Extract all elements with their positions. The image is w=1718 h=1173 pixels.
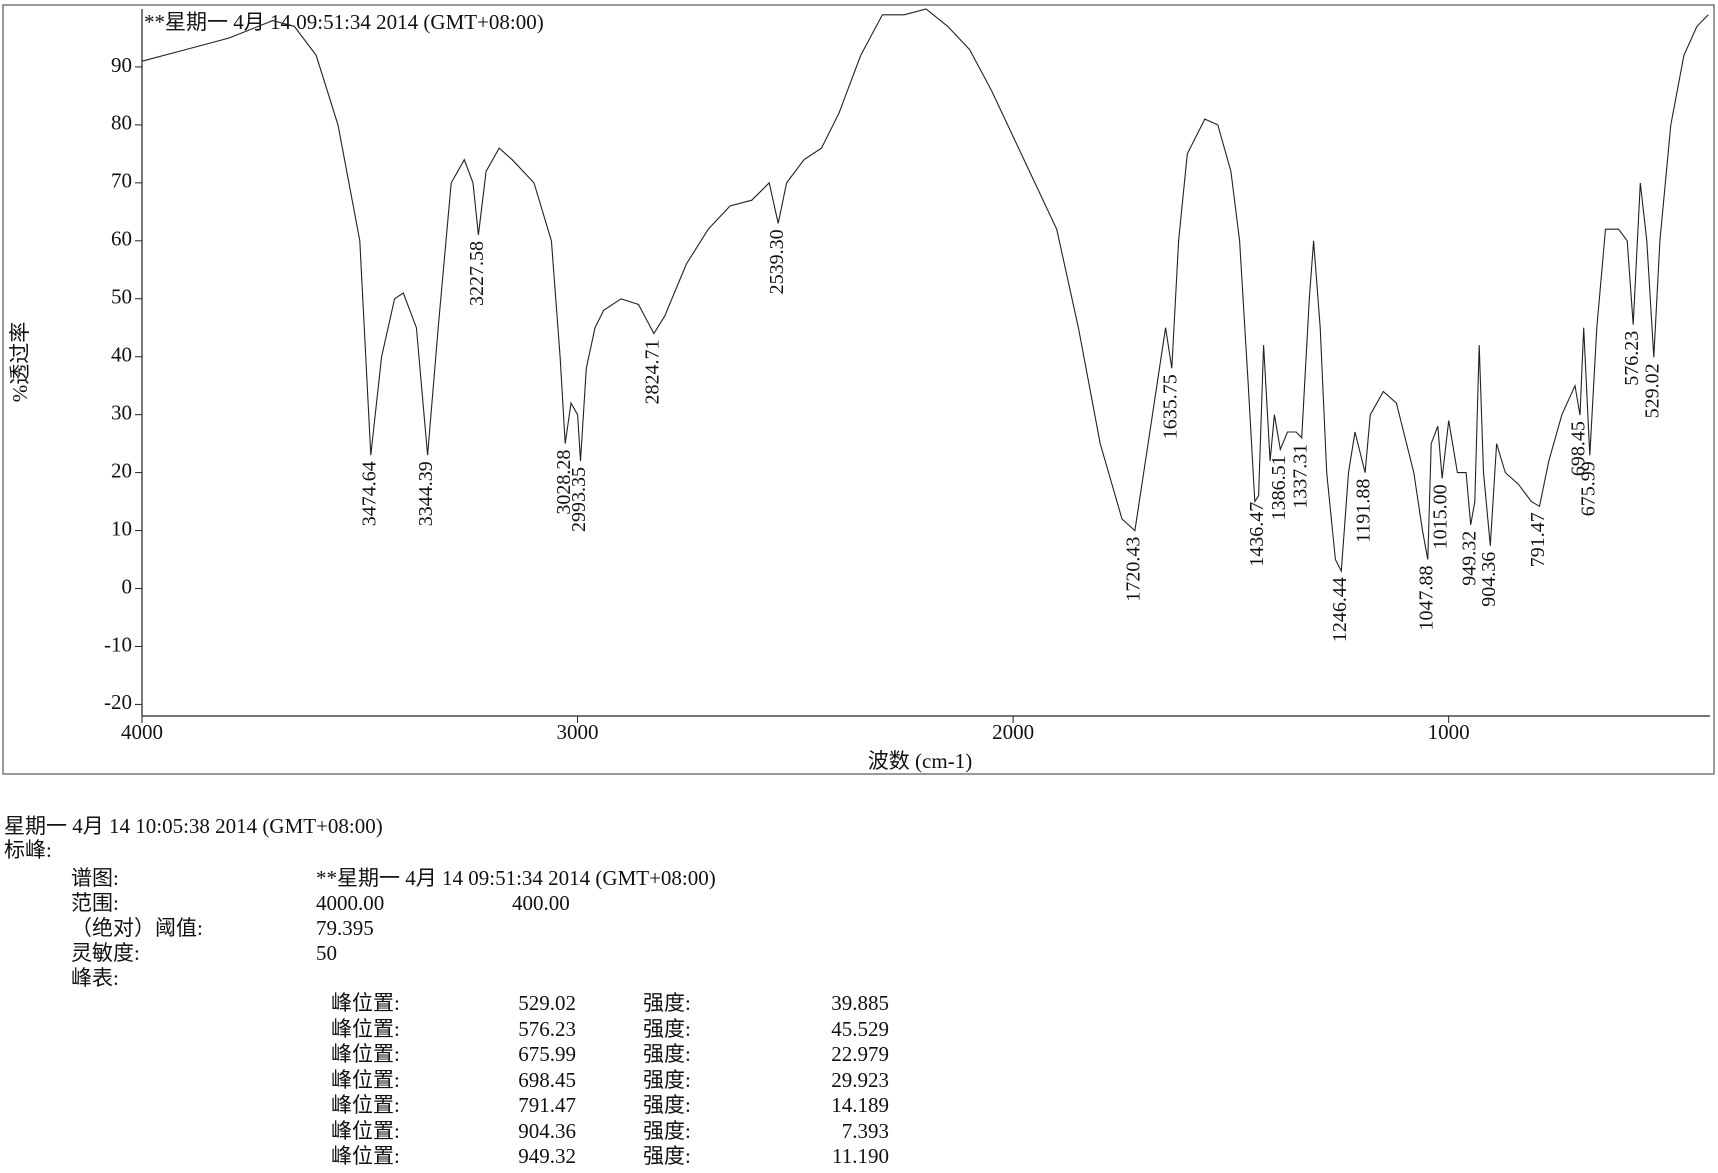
peak-label: 3474.64: [358, 461, 380, 526]
peak-label: 3344.39: [415, 461, 437, 526]
x-tick-label: 1000: [1428, 720, 1470, 744]
intensity-label: 强度:: [643, 1121, 691, 1142]
field-value: 4000.00: [316, 893, 384, 914]
y-tick-label: 50: [111, 285, 132, 309]
intensity-label: 强度:: [643, 1044, 691, 1065]
y-tick-label: 40: [111, 343, 132, 367]
x-tick-label: 3000: [557, 720, 599, 744]
intensity: 11.190: [689, 1146, 889, 1167]
peak-label: 3227.58: [466, 241, 488, 306]
peak-label: 791.47: [1527, 512, 1549, 567]
field-label: 范围:: [71, 893, 119, 914]
y-tick-label: 80: [111, 111, 132, 135]
y-axis-label: %透过率: [8, 322, 32, 403]
intensity-label: 强度:: [643, 1095, 691, 1116]
y-tick-label: 30: [111, 400, 132, 424]
chart-title: **星期一 4月 14 09:51:34 2014 (GMT+08:00): [144, 10, 544, 34]
peak-label: 529.02: [1641, 363, 1663, 418]
peak-label: 1191.88: [1353, 479, 1375, 543]
intensity-label: 强度:: [643, 1019, 691, 1040]
header: 星期一 4月 14 10:05:38 2014 (GMT+08:00): [4, 816, 383, 837]
y-tick-label: 60: [111, 227, 132, 251]
peak-position: 949.32: [376, 1146, 576, 1167]
peak-label: 1436.47: [1246, 502, 1268, 567]
field-label: 峰表:: [71, 968, 119, 989]
intensity: 22.979: [689, 1044, 889, 1065]
field-value: 400.00: [512, 893, 570, 914]
peak-label: 1337.31: [1289, 444, 1311, 509]
intensity: 39.885: [689, 993, 889, 1014]
peak-label: 2539.30: [766, 229, 788, 294]
peak-label: 675.99: [1577, 461, 1599, 516]
field-label: 灵敏度:: [71, 943, 140, 964]
y-tick-label: -10: [104, 632, 132, 656]
y-tick-label: 20: [111, 458, 132, 482]
field-value: 50: [316, 943, 337, 964]
page: {"chart_data":{"type":"line","title":"**…: [0, 0, 1718, 1173]
intensity: 45.529: [689, 1019, 889, 1040]
field-label: 谱图:: [71, 868, 119, 889]
x-tick-label: 4000: [121, 720, 163, 744]
peak-position: 904.36: [376, 1121, 576, 1142]
intensity: 29.923: [689, 1070, 889, 1091]
peak-label: 1047.88: [1415, 566, 1437, 631]
peak-label: 1386.51: [1268, 455, 1290, 520]
y-tick-label: -20: [104, 690, 132, 714]
peak-position: 698.45: [376, 1070, 576, 1091]
peak-label: 2824.71: [641, 340, 663, 405]
x-axis-label: 波数 (cm-1): [868, 749, 972, 773]
peak-label: 904.36: [1478, 552, 1500, 607]
y-tick-label: 90: [111, 53, 132, 77]
intensity-label: 强度:: [643, 1146, 691, 1167]
peak-label: 576.23: [1621, 331, 1643, 386]
y-tick-label: 10: [111, 516, 132, 540]
field-value: 79.395: [316, 918, 374, 939]
peak-label: 1246.44: [1329, 577, 1351, 642]
chart: **星期一 4月 14 09:51:34 2014 (GMT+08:00) 波数…: [0, 0, 1718, 780]
peak-position: 576.23: [376, 1019, 576, 1040]
intensity-label: 强度:: [643, 993, 691, 1014]
y-tick-label: 70: [111, 169, 132, 193]
peak-position: 791.47: [376, 1095, 576, 1116]
field-label: （绝对）阈值:: [71, 918, 203, 939]
intensity: 7.393: [689, 1121, 889, 1142]
peak-label: 1015.00: [1430, 484, 1452, 549]
peak-position: 675.99: [376, 1044, 576, 1065]
peak-label: 1635.75: [1159, 374, 1181, 439]
peak-label: 2993.35: [568, 467, 590, 532]
peak-label: 1720.43: [1122, 537, 1144, 602]
peak-position: 529.02: [376, 993, 576, 1014]
x-tick-label: 2000: [992, 720, 1034, 744]
section-title: 标峰:: [4, 840, 52, 861]
intensity-label: 强度:: [643, 1070, 691, 1091]
field-value: **星期一 4月 14 09:51:34 2014 (GMT+08:00): [316, 868, 716, 889]
chart-frame: [3, 5, 1714, 774]
y-tick-label: 0: [122, 574, 133, 598]
intensity: 14.189: [689, 1095, 889, 1116]
